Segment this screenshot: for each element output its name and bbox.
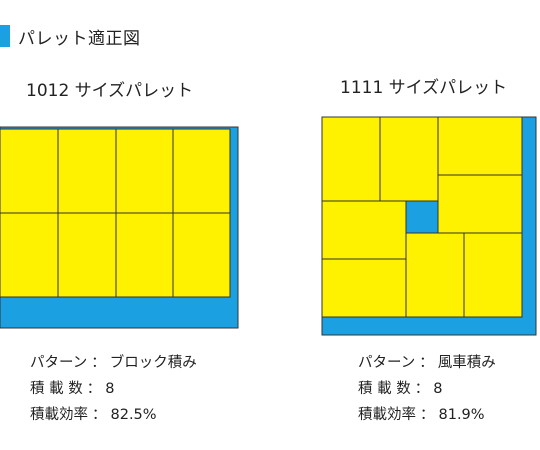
box (115, 128, 174, 214)
efficiency-value: 82.5% (110, 407, 157, 423)
count-label: 積 載 数 (358, 381, 411, 397)
pallet-1111-diagram (321, 116, 537, 336)
pattern-value: 風車積み (437, 355, 496, 371)
page-title: パレット適正図 (18, 28, 141, 49)
efficiency-value: 81.9% (438, 407, 485, 423)
count-row: 積 載 数： 8 (358, 376, 496, 402)
count-label: 積 載 数 (30, 381, 83, 397)
header-accent-bar (0, 25, 10, 47)
pattern-label: パターン (358, 355, 416, 371)
separator: ： (419, 355, 434, 371)
count-row: 積 載 数： 8 (30, 376, 197, 402)
box (321, 200, 407, 260)
box (172, 212, 231, 298)
separator: ： (91, 355, 106, 371)
pallet-1111-specs: パターン：風車積み 積 載 数： 8 積載効率： 81.9% (358, 350, 496, 428)
box (172, 128, 231, 214)
box (57, 212, 117, 298)
box (405, 232, 465, 318)
box (321, 258, 407, 318)
pallet-1012-specs: パターン：ブロック積み 積 載 数： 8 積載効率： 82.5% (30, 350, 197, 428)
pattern-label: パターン (30, 355, 88, 371)
box (437, 116, 523, 176)
efficiency-label: 積載効率 (30, 407, 88, 423)
box (463, 232, 523, 318)
efficiency-row: 積載効率： 81.9% (358, 402, 496, 428)
separator: ： (86, 381, 102, 397)
count-value: 8 (105, 381, 115, 397)
box (379, 116, 439, 202)
pallet-1111-boxes (321, 116, 523, 318)
pallet-1111-title: 1111 サイズパレット (340, 78, 508, 98)
pallet-1012-boxes (0, 128, 231, 298)
pallet-1012-diagram (0, 126, 239, 329)
box (321, 116, 381, 202)
pattern-row: パターン：風車積み (358, 350, 496, 376)
box (0, 212, 59, 298)
pallet-1012-title: 1012 サイズパレット (26, 81, 194, 101)
separator: ： (92, 407, 107, 423)
box (57, 128, 117, 214)
separator: ： (414, 381, 430, 397)
box (437, 174, 523, 234)
box (115, 212, 174, 298)
section-header: パレット適正図 (0, 24, 141, 49)
efficiency-row: 積載効率： 82.5% (30, 402, 197, 428)
pattern-value: ブロック積み (109, 355, 197, 371)
efficiency-label: 積載効率 (358, 407, 416, 423)
count-value: 8 (433, 381, 443, 397)
box (0, 128, 59, 214)
pattern-row: パターン：ブロック積み (30, 350, 197, 376)
separator: ： (420, 407, 435, 423)
